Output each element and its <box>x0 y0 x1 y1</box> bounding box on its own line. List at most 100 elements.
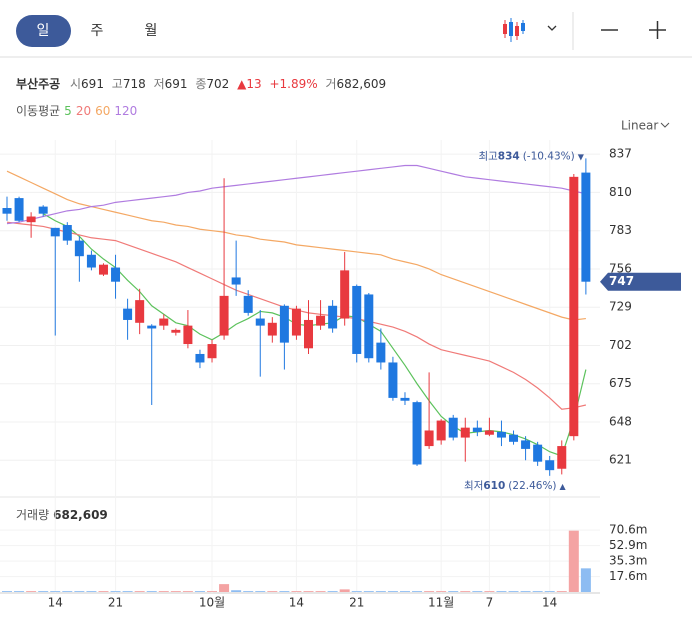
candle-body <box>304 319 313 349</box>
tab[interactable]: 월 <box>145 23 158 39</box>
candle-body <box>545 460 555 471</box>
x-tick-label: 21 <box>349 596 364 610</box>
candle-body <box>171 329 181 333</box>
volume-bar <box>243 591 254 592</box>
candle-body <box>581 172 591 282</box>
volume-value: 682,609 <box>53 508 108 522</box>
volume-bar <box>110 591 121 592</box>
candle-body <box>219 295 229 336</box>
candle-body <box>195 353 205 363</box>
volume-title: 거래량 <box>16 508 49 522</box>
volume-bar <box>580 568 591 592</box>
max-annotation: 최고834 (-10.43%) ▼ <box>478 150 584 162</box>
ma-line <box>6 170 586 321</box>
candle-body <box>496 431 506 438</box>
x-tick-label: 7 <box>486 596 494 610</box>
volume-bar <box>146 591 157 592</box>
volume-bar <box>74 591 85 592</box>
stock-header: 부산주공 시691 고718 저691 종702 ▲13 +1.89% 거682… <box>16 76 386 91</box>
volume-tick-label: 17.6m <box>609 569 647 583</box>
value: 691 <box>81 77 104 91</box>
volume-bar <box>448 591 459 592</box>
candle-body <box>26 216 36 223</box>
scale-mode[interactable]: Linear <box>621 119 658 133</box>
candle-body <box>2 208 12 214</box>
volume-bar <box>255 591 266 592</box>
zoom-in[interactable] <box>649 21 666 39</box>
candle-body <box>14 198 24 221</box>
price-tag <box>600 272 681 291</box>
candle-body <box>207 344 217 359</box>
candle-body <box>62 225 72 241</box>
candle-body <box>279 305 289 343</box>
stock-name: 부산주공 <box>16 76 60 91</box>
volume-bar <box>219 584 230 592</box>
scale-chevron[interactable] <box>660 122 670 128</box>
ma-legend: 이동평균 5 20 60 120 <box>16 104 137 118</box>
candle-body <box>50 227 60 237</box>
volume-bar <box>315 591 326 592</box>
x-tick-label: 21 <box>108 596 123 610</box>
volume-bar <box>351 591 362 592</box>
arrow: ▼ <box>578 152 585 161</box>
candle-body <box>316 315 326 326</box>
candle-body <box>400 397 410 401</box>
x-tick-label: 14 <box>542 596 557 610</box>
y-tick-label: 837 <box>609 147 632 161</box>
y-tick-label: 621 <box>609 453 632 467</box>
value: 718 <box>123 77 146 91</box>
volume-bar <box>568 530 579 592</box>
candle-body <box>231 277 241 285</box>
value: 682,609 <box>337 77 387 91</box>
candle-body <box>376 342 386 363</box>
volume-bar <box>291 591 302 592</box>
candle-body <box>448 417 458 438</box>
candle-body <box>388 362 398 398</box>
volume-bar <box>436 591 447 592</box>
tab[interactable]: 일 <box>37 23 50 39</box>
volume-bar <box>496 591 507 592</box>
change-pct: +1.89% <box>269 77 317 91</box>
volume-bar <box>86 591 97 592</box>
volume-bar <box>14 591 25 592</box>
volume-bar <box>62 591 73 592</box>
candle-body <box>521 440 531 449</box>
y-tick-label: 783 <box>609 223 632 237</box>
label: 거 <box>325 77 336 91</box>
pct: (22.46%) <box>508 480 556 492</box>
y-tick-label: 729 <box>609 300 632 314</box>
x-tick-label: 10월 <box>199 596 225 610</box>
candle-body <box>86 254 96 268</box>
volume-bar <box>508 591 519 592</box>
volume-bar <box>484 591 495 592</box>
volume-legend: 거래량 682,609 <box>16 508 108 522</box>
tab[interactable]: 주 <box>91 23 104 39</box>
ma-legend-item: 120 <box>114 104 137 118</box>
value: 610 <box>483 480 505 492</box>
candle-body <box>472 427 482 432</box>
arrow: ▲ <box>560 481 567 490</box>
volume-bar <box>207 591 218 592</box>
volume-bar <box>556 591 567 592</box>
x-tick-label: 11월 <box>428 596 454 610</box>
ma-line <box>6 164 587 225</box>
min-annotation: 최저610 (22.46%) ▲ <box>464 480 566 492</box>
candle-body <box>255 318 265 326</box>
tab-active[interactable] <box>16 15 71 47</box>
candle-body <box>38 206 48 214</box>
label: 종 <box>195 77 206 91</box>
volume-tick-label: 70.6m <box>609 523 647 537</box>
volume-bar <box>2 591 12 592</box>
volume-bar <box>520 591 531 592</box>
pct: (-10.43%) <box>523 150 575 162</box>
candle-body <box>412 402 422 465</box>
label: 고 <box>112 77 123 91</box>
chart-type-icon[interactable] <box>503 18 525 42</box>
candle-body <box>135 300 145 323</box>
candle-body <box>291 308 301 336</box>
ma-legend-item: 20 <box>76 104 91 118</box>
dropdown-chevron[interactable] <box>547 25 557 31</box>
volume-bar <box>38 591 49 592</box>
candle-body <box>557 446 567 469</box>
